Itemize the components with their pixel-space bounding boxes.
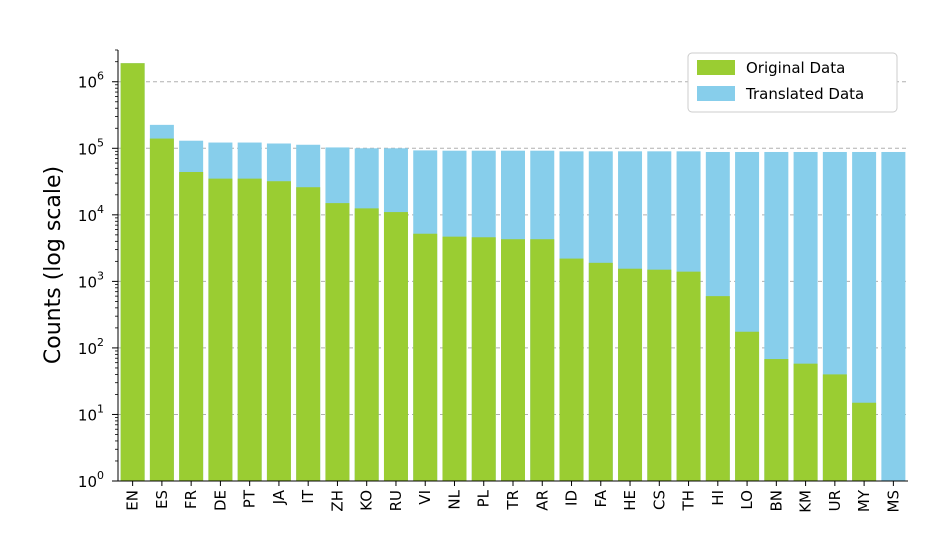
x-ticks: EN ES FR DE PT JA IT ZH KO RU VI NL PL TR AR ID FA HE CS TH… bbox=[124, 481, 902, 513]
bar-original-pl bbox=[471, 237, 496, 481]
bar-original-th bbox=[676, 271, 701, 481]
y-tick-label: 106 bbox=[78, 70, 104, 92]
x-tick-label: VI bbox=[416, 490, 434, 505]
y-tick-label: 102 bbox=[78, 336, 104, 358]
x-tick-label: RU bbox=[387, 490, 405, 511]
x-tick-label: HI bbox=[709, 490, 727, 506]
x-tick-label: EN bbox=[124, 490, 142, 511]
y-tick-label: 105 bbox=[78, 136, 104, 158]
x-tick-label: PT bbox=[241, 489, 259, 508]
legend-frame bbox=[687, 52, 898, 113]
legend-swatch-translated bbox=[697, 86, 735, 101]
bar-translated-my bbox=[852, 151, 877, 482]
bar-original-nl bbox=[442, 236, 467, 481]
x-tick-label: TH bbox=[680, 490, 698, 511]
bar-original-cs bbox=[647, 269, 672, 481]
bar-original-tr bbox=[501, 239, 525, 481]
bar-original-km bbox=[793, 363, 818, 481]
bar-original-id bbox=[559, 258, 584, 481]
x-tick-label: MY bbox=[855, 489, 873, 512]
bar-original-de bbox=[208, 178, 233, 482]
bar-original-en bbox=[120, 63, 145, 481]
bar-original-ja bbox=[266, 181, 291, 481]
x-tick-label: DE bbox=[211, 490, 229, 511]
bar-original-ur bbox=[822, 374, 847, 481]
bar-original-lo bbox=[735, 331, 760, 481]
x-tick-label: PL bbox=[475, 489, 493, 507]
bar-original-my bbox=[852, 402, 877, 481]
legend-label-translated: Translated Data bbox=[745, 85, 864, 103]
x-tick-label: FR bbox=[182, 490, 200, 509]
bar-original-he bbox=[618, 268, 643, 481]
x-tick-label: FA bbox=[592, 489, 610, 507]
bar-translated-ms bbox=[881, 151, 906, 482]
bar-original-hi bbox=[705, 296, 730, 481]
y-tick-label: 101 bbox=[78, 402, 104, 424]
bar-original-it bbox=[296, 187, 321, 482]
x-tick-label: TR bbox=[504, 490, 522, 511]
x-tick-label: JA bbox=[270, 489, 288, 505]
x-tick-label: CS bbox=[650, 490, 668, 510]
bar-original-ar bbox=[530, 239, 555, 481]
bar-original-ru bbox=[383, 212, 408, 482]
y-tick-label: 103 bbox=[78, 269, 104, 291]
x-tick-label: KO bbox=[358, 490, 376, 511]
x-tick-label: BN bbox=[767, 490, 785, 512]
x-tick-label: NL bbox=[445, 489, 463, 509]
x-tick-label: HE bbox=[621, 490, 639, 511]
x-tick-label: ZH bbox=[328, 490, 346, 512]
x-tick-label: UR bbox=[826, 490, 844, 511]
bar-original-bn bbox=[764, 359, 789, 481]
bar-original-fr bbox=[179, 172, 204, 481]
legend: Original Data Translated Data bbox=[687, 52, 898, 113]
y-axis-label: Counts (log scale) bbox=[41, 166, 66, 364]
bar-original-ko bbox=[354, 208, 379, 481]
y-tick-label: 104 bbox=[78, 203, 104, 225]
bars bbox=[120, 63, 906, 482]
y-ticks: 100 101 102 103 104 105 106 bbox=[78, 49, 118, 491]
x-tick-label: ES bbox=[153, 490, 171, 509]
bar-original-pt bbox=[237, 178, 262, 482]
x-tick-label: LO bbox=[738, 490, 756, 510]
y-tick-label: 100 bbox=[78, 469, 104, 491]
x-tick-label: MS bbox=[884, 490, 902, 512]
x-tick-label: AR bbox=[533, 490, 551, 511]
legend-swatch-original bbox=[697, 60, 735, 75]
x-tick-label: IT bbox=[299, 489, 317, 503]
bar-original-fa bbox=[588, 262, 613, 481]
bar-original-zh bbox=[325, 203, 350, 481]
bar-original-es bbox=[149, 138, 174, 481]
legend-label-original: Original Data bbox=[746, 59, 845, 77]
x-tick-label: ID bbox=[563, 490, 581, 506]
bar-original-vi bbox=[413, 233, 438, 481]
x-tick-label: KM bbox=[797, 490, 815, 513]
